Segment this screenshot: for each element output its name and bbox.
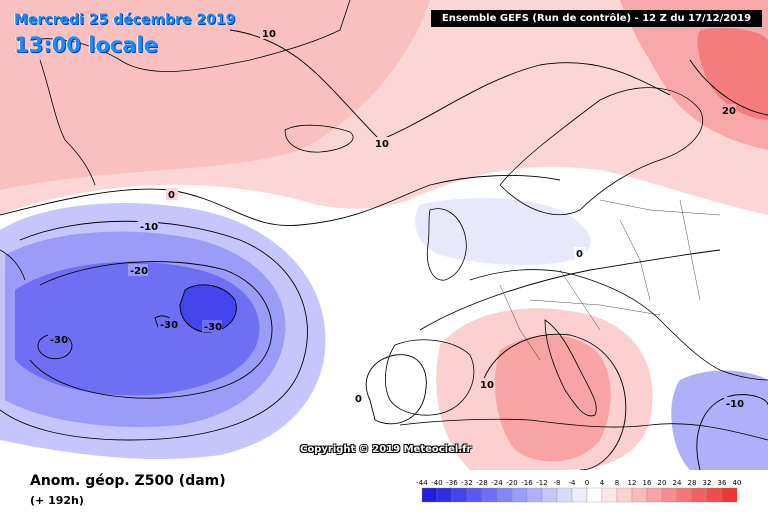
contour-label: -30 [204,322,222,333]
legend-swatch [676,487,693,503]
border-1 [499,284,541,361]
legend-tick-label: 0 [585,479,589,487]
contour-10-north [229,29,671,141]
legend-swatch [691,487,708,503]
legend-swatch [496,487,513,503]
legend-tick-label: -36 [446,479,458,487]
contour-label: 0 [576,249,583,260]
contour-label: -10 [140,222,158,233]
footer-bar: Anom. géop. Z500 (dam) (+ 192h) -44 -40 -3… [0,470,768,512]
legend-swatch [661,487,678,503]
forecast-date: Mercredi 25 décembre 2019 [14,12,236,28]
legend-tick-label: 16 [643,479,652,487]
legend-tick-label: -24 [491,479,503,487]
border-5 [529,299,661,316]
contour-label: 0 [355,394,362,405]
legend-swatch [616,487,633,503]
forecast-time: 13:00 locale [14,33,158,57]
legend-tick-label: 24 [673,479,682,487]
legend-swatch [571,487,588,503]
legend-swatch [556,487,573,503]
negative-anomaly-black-sea [671,370,768,470]
legend-tick-label: 4 [600,479,605,487]
positive-anomaly-north-inner [0,0,430,190]
legend-tick-label: 36 [718,479,727,487]
contour-0-iberia [365,354,427,425]
contour-label: -30 [160,320,178,331]
iberia-coast [385,339,475,416]
contour-label: 20 [722,106,736,117]
legend-tick-label: -12 [536,479,547,487]
contour-minus30-a [179,284,237,333]
legend-tick-label: -4 [569,479,577,487]
contour-0-europe [419,249,721,331]
legend-tick-label: -32 [461,479,472,487]
legend-swatch [436,487,453,503]
contour-label-group: 10 10 0 -10 -20 -30 -30 -30 0 0 10 20 -1… [48,27,744,410]
legend-tick-label: 20 [658,479,667,487]
contour-label: -20 [130,266,148,277]
legend-swatch [421,487,438,503]
legend-swatch [451,487,468,503]
model-run-label: Ensemble GEFS (Run de contrôle) - 12 Z d… [431,10,762,27]
greenland-east-coast [39,59,96,186]
legend-swatch [601,487,618,503]
north-africa-coast [399,418,768,441]
contour-minus20 [29,261,273,399]
negative-anomaly-scandinavia [415,198,591,266]
parameter-label: Anom. géop. Z500 (dam) [30,473,226,489]
contour-label: -10 [726,399,744,410]
contour-0-north [0,174,561,227]
negative-anomaly-atlantic-core [180,284,237,333]
copyright-notice: Copyright © 2019 Meteociel.fr [300,444,472,455]
legend-tick-label: 12 [628,479,637,487]
legend-swatch [631,487,648,503]
legend-tick-label: -40 [431,479,442,487]
legend-tick-label: 28 [688,479,697,487]
iceland-coast [284,124,354,153]
coastlines [0,0,768,441]
legend-tick-label: -44 [416,479,428,487]
contour-10-med [479,333,627,470]
legend-swatch [526,487,543,503]
legend-tick-label: 32 [703,479,712,487]
legend-swatch [481,487,498,503]
positive-anomaly-northeast-core [697,28,768,120]
legend-tick-label: 8 [615,479,619,487]
positive-anomaly-italy-core [495,335,611,462]
legend-tick-label: 40 [733,479,742,487]
contour-minus10-east [696,394,768,470]
border-6 [599,199,721,216]
british-isles-coast [426,208,467,281]
legend-tick-label: -20 [506,479,517,487]
legend-swatch [706,487,723,503]
contour-20-northeast [689,59,768,116]
contour-label: 0 [168,190,175,201]
contour-label: 10 [262,29,276,40]
anomaly-map: 10 10 0 -10 -20 -30 -30 -30 0 0 10 20 -1… [0,0,768,470]
legend-swatch [721,487,738,503]
contour-label: 10 [375,139,389,150]
labrador-coast [0,249,26,281]
legend-tick-label: -28 [476,479,487,487]
border-3 [619,219,651,301]
legend-swatch [511,487,528,503]
borders [499,199,721,361]
italy-coast [544,319,597,417]
legend-swatch [646,487,663,503]
legend-tick-label: -16 [521,479,533,487]
color-scale-legend: -44 -40 -36 -32 -28 -24 -20 -16 -12 -8 -4 0 4 8 12 16 20… [416,479,742,503]
scandinavia-coast [499,87,703,216]
border-4 [679,199,701,301]
greenland-coast [29,0,351,72]
legend-swatch [466,487,483,503]
contour-label: 10 [480,380,494,391]
lead-time-label: (+ 192h) [30,494,84,507]
legend-swatch [541,487,558,503]
border-2 [559,269,601,331]
contour-label: -30 [50,335,68,346]
legend-tick-label: -8 [554,479,561,487]
legend-swatch [586,487,603,503]
